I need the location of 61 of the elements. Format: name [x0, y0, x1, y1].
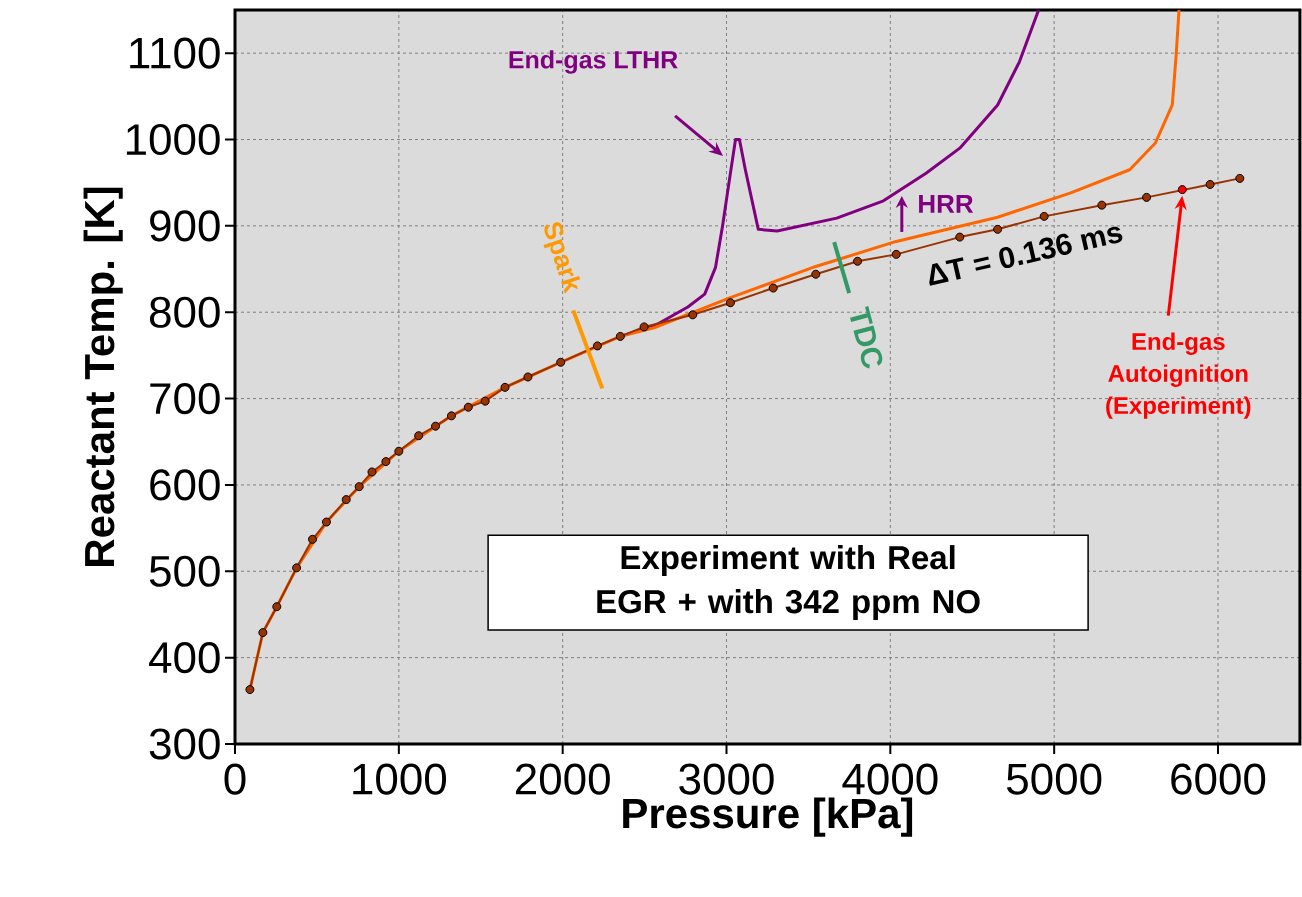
point — [725, 298, 735, 308]
point — [463, 402, 473, 412]
point — [321, 517, 331, 527]
x-tick-label: 5000 — [1006, 763, 1102, 795]
y-tick-label: 300 — [149, 728, 220, 760]
point — [592, 341, 602, 351]
point — [480, 396, 490, 406]
point — [272, 602, 282, 612]
point — [853, 256, 863, 266]
y-tick-label: 600 — [150, 469, 220, 501]
x-tick-label: 2000 — [515, 763, 610, 795]
annotation: HRR — [919, 194, 974, 213]
point — [431, 421, 441, 431]
point — [768, 283, 778, 293]
point — [523, 372, 533, 382]
y-tick-label: 800 — [149, 296, 220, 328]
point — [308, 534, 317, 544]
point — [381, 457, 391, 467]
y-tick-label: 700 — [150, 383, 220, 415]
point — [615, 331, 625, 341]
point — [414, 431, 424, 441]
y-tick-label: 900 — [150, 210, 220, 242]
point — [354, 482, 364, 492]
point — [955, 232, 965, 242]
annotation: End-gas LTHR — [509, 50, 678, 74]
point — [1177, 185, 1187, 195]
point — [1205, 179, 1215, 189]
y-tick-label: 1100 — [130, 37, 220, 69]
point — [245, 685, 255, 695]
point — [367, 467, 377, 477]
point — [1039, 211, 1049, 221]
point — [1235, 173, 1245, 183]
y-tick-label: 1000 — [126, 123, 220, 156]
annotation: End-gas Autoignition (Experiment) — [1106, 332, 1251, 419]
point — [292, 563, 302, 573]
point — [1097, 200, 1107, 210]
annotation: TDC — [850, 306, 883, 369]
annotation: ΔT = 0.136 ms — [929, 226, 1123, 286]
point — [394, 446, 404, 456]
annotation: Spark — [543, 222, 581, 294]
point — [811, 269, 821, 279]
point — [446, 411, 456, 421]
point — [891, 249, 901, 259]
x-axis-title: Pressure [kPa] — [623, 797, 913, 837]
x-tick-label: 6000 — [1171, 763, 1266, 795]
x-tick-label: 0 — [224, 763, 246, 795]
point — [1142, 192, 1152, 202]
point — [688, 310, 698, 320]
point — [993, 224, 1003, 234]
point — [500, 382, 510, 392]
y-axis-title: Reactant Temp. [K] — [83, 187, 123, 566]
x-tick-label: 4000 — [842, 763, 938, 795]
x-tick-label: 3000 — [679, 763, 774, 795]
y-tick-label: 500 — [149, 555, 220, 587]
point — [258, 628, 268, 638]
point — [639, 322, 649, 332]
x-tick-label: 1000 — [353, 763, 447, 795]
y-tick-label: 400 — [149, 642, 220, 674]
point — [556, 357, 566, 367]
annotation: Experiment with Real EGR + with 342 ppm NO — [597, 545, 980, 620]
point — [341, 495, 351, 505]
